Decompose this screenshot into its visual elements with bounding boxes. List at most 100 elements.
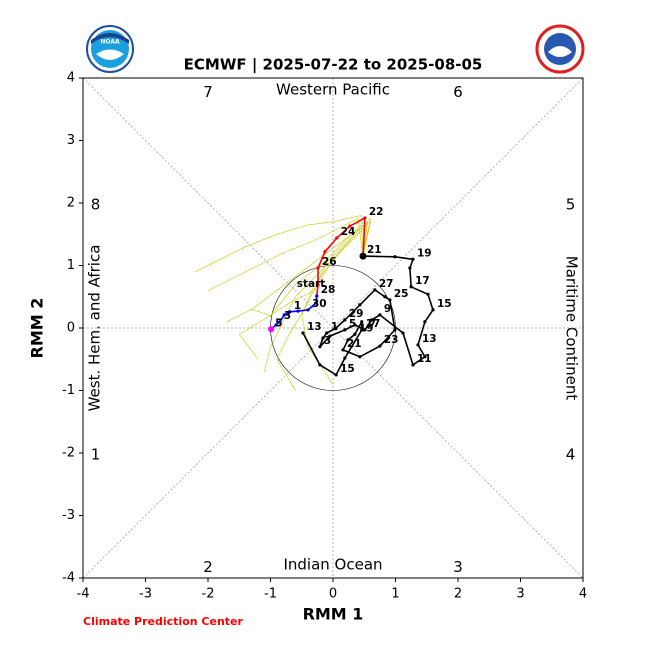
track-point <box>314 301 318 305</box>
y-tick-label: -4 <box>62 571 75 586</box>
phase-label: 8 <box>91 196 101 214</box>
track-point <box>363 328 367 332</box>
y-axis-label: RMM 2 <box>28 298 47 359</box>
y-tick-label: -1 <box>62 383 75 398</box>
track-point <box>363 216 367 220</box>
track-point <box>358 303 362 307</box>
y-tick-label: -3 <box>62 508 75 523</box>
x-tick-label: -4 <box>77 587 90 602</box>
point-label: 22 <box>369 206 384 218</box>
track-point <box>360 320 364 324</box>
credit: Climate Prediction Center <box>83 615 243 628</box>
track-point <box>408 266 412 270</box>
track-point <box>321 336 325 340</box>
point-label: 1 <box>331 321 338 333</box>
point-label: 26 <box>322 256 337 268</box>
track-point <box>343 318 347 322</box>
region-label: West. Hem. and Africa <box>86 245 104 412</box>
track-point <box>393 328 397 332</box>
track-point <box>282 313 286 317</box>
track-point <box>383 295 387 299</box>
logo-cloud <box>548 46 572 57</box>
point-label: 15 <box>340 363 355 375</box>
y-tick-label: 4 <box>67 71 75 86</box>
phase-label: 3 <box>453 558 463 576</box>
point-label: 5 <box>275 317 282 329</box>
ensemble-member <box>207 218 364 291</box>
y-tick-label: 3 <box>67 133 75 148</box>
track-point <box>288 310 292 314</box>
point-label: 9 <box>384 303 391 315</box>
start-label: start <box>297 278 326 290</box>
x-tick-label: 3 <box>516 587 524 602</box>
point-label: 7 <box>369 318 376 330</box>
phase-label: 2 <box>203 558 213 576</box>
point-label: 19 <box>417 247 432 259</box>
track-point <box>325 331 329 335</box>
point-label: 25 <box>394 288 409 300</box>
point-label: 13 <box>307 321 322 333</box>
track-point <box>423 355 427 359</box>
x-tick-label: -3 <box>139 587 152 602</box>
x-tick-label: 1 <box>391 587 399 602</box>
point-label: 19 <box>359 322 374 334</box>
track-point <box>346 338 350 342</box>
track-point <box>426 292 430 296</box>
track-point <box>401 331 405 335</box>
y-tick-label: 1 <box>67 258 75 273</box>
track-point <box>328 334 332 338</box>
track-point <box>373 288 377 292</box>
x-tick-label: 0 <box>329 587 337 602</box>
track-point <box>296 309 300 313</box>
last-observation <box>359 252 367 260</box>
track-point <box>318 345 322 349</box>
forecast-end <box>268 326 275 333</box>
track-point <box>348 224 352 228</box>
point-label: 27 <box>379 278 394 290</box>
point-label: 28 <box>321 284 336 296</box>
track-point <box>423 320 427 324</box>
logo-bird <box>91 33 129 44</box>
track-point <box>358 355 362 359</box>
point-label: 21 <box>367 244 382 256</box>
track-point <box>315 294 319 298</box>
chart-title: ECMWF | 2025-07-22 to 2025-08-05 <box>184 56 483 75</box>
track-point <box>334 326 338 330</box>
track-point <box>334 373 338 377</box>
track-point <box>274 323 278 327</box>
track-point <box>388 298 392 302</box>
point-label: 29 <box>349 308 364 320</box>
track-point <box>316 283 320 287</box>
point-label: 3 <box>284 310 291 322</box>
track-point <box>378 344 382 348</box>
point-label: 17 <box>366 318 381 330</box>
y-tick-label: -2 <box>62 446 75 461</box>
point-label: 23 <box>384 334 399 346</box>
track-point <box>409 285 413 289</box>
track-point <box>411 363 415 367</box>
track-point <box>416 343 420 347</box>
y-tick-label: 0 <box>67 321 75 336</box>
track-point <box>353 323 357 327</box>
track-point <box>301 331 305 335</box>
track-point <box>316 266 320 270</box>
logo-disc <box>91 30 129 68</box>
track-point <box>278 320 282 324</box>
x-tick-label: 4 <box>579 587 587 602</box>
track-point <box>353 332 357 336</box>
noaa-logo: NOAA <box>86 25 134 73</box>
point-label: 24 <box>341 226 356 238</box>
point-label: 5 <box>349 318 356 330</box>
ensemble-member <box>195 215 364 273</box>
logo-text: NOAA <box>100 39 120 46</box>
point-label: 3 <box>324 335 331 347</box>
track-point <box>411 257 415 261</box>
region-label: Indian Ocean <box>283 556 382 574</box>
y-tick-label: 2 <box>67 196 75 211</box>
track-point <box>378 313 382 317</box>
track-point <box>370 318 374 322</box>
phase-label: 4 <box>566 446 576 464</box>
track-point <box>343 356 347 360</box>
logo-gull <box>96 49 124 60</box>
